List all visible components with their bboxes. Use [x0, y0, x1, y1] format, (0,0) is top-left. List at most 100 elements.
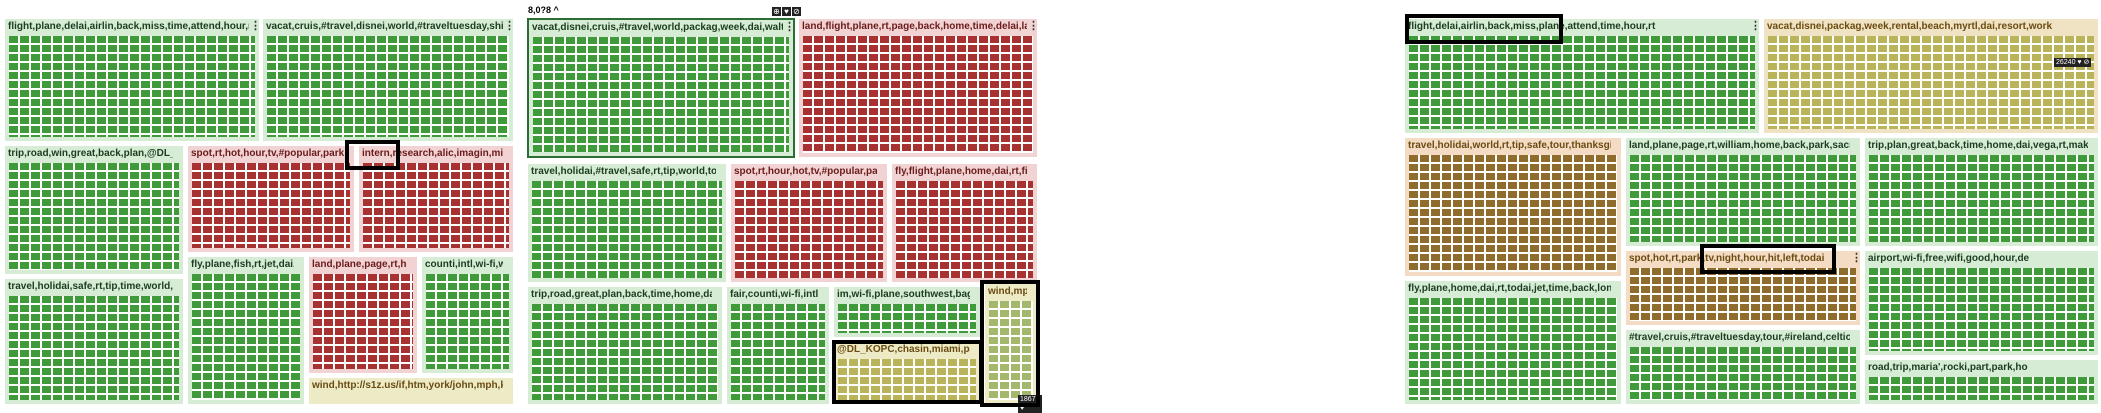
tile-label: land,flight,plane,rt,page,back,home,time… [802, 21, 1027, 32]
tile-label: vacat,disnei,packag,week,rental,beach,my… [1767, 21, 2053, 32]
treemap-tile[interactable]: trip,road,win,great,back,plan,@DL_KOPC,t… [4, 145, 184, 275]
tile-label: trip,plan,great,back,time,home,dai,vega,… [1868, 140, 2088, 151]
treemap-tile[interactable]: fly,flight,plane,home,dai,rt,fish,todai,… [891, 163, 1038, 283]
treemap-panel-2: 8,0?8 ^ ⊕ ♥ ⊘ vacat,disnei,cruis,#travel… [524, 0, 1042, 413]
tile-label: trip,road,win,great,back,plan,@DL_KOPC,t… [8, 148, 173, 159]
tile-grid [1869, 377, 2094, 400]
block-icon[interactable]: ⊘ [792, 7, 801, 16]
tile-grid [192, 163, 350, 248]
highlight-box [980, 280, 1040, 407]
treemap-panel-1: flight,plane,delai,airlin,back,miss,time… [0, 0, 516, 409]
tile-label: fly,plane,fish,rt,jet,dai,home,tod [191, 259, 294, 270]
tile-grid [1869, 268, 2094, 351]
treemap-tile[interactable]: flight,plane,delai,airlin,back,miss,time… [4, 18, 261, 142]
treemap-tile[interactable]: road,trip,maria',rocki,part,park,ho [1864, 359, 2099, 405]
treemap-tile[interactable]: wind,http://s1z.us/if,htm,york/john,mph,… [308, 377, 514, 405]
tile-label: spot,rt,hour,hot,tv,#popular,park,left,r… [734, 166, 877, 177]
tile-grid [363, 163, 509, 248]
treemap-tile[interactable]: wind,mph,h [984, 283, 1038, 405]
treemap-tile[interactable]: fly,plane,home,dai,rt,todai,jet,time,bac… [1404, 280, 1622, 405]
tile-grid [896, 181, 1033, 278]
treemap-tile[interactable]: travel,holidai,#travel,safe,rt,tip,world… [527, 163, 727, 283]
treemap-panel-3: flight,delai,airlin,back,miss,plane,atte… [1404, 0, 2101, 409]
tile-label: #travel,cruis,#traveltuesday,tour,#irela… [1629, 332, 1850, 343]
treemap-tile[interactable]: spot,rt,hour,hot,tv,#popular,park,left,r… [730, 163, 888, 283]
kebab-menu-icon[interactable]: ⋮ [504, 20, 515, 32]
tile-label: trip,road,great,plan,back,time,home,dai,… [531, 289, 712, 300]
highlight-box [1700, 244, 1836, 274]
treemap-tile[interactable]: trip,road,great,plan,back,time,home,dai,… [527, 286, 723, 405]
tile-label: @DL_KOPC,chasin,miami,paper,king,scree [837, 344, 970, 355]
tile-grid [838, 304, 976, 333]
kebab-menu-icon[interactable]: ⋮ [1750, 20, 1761, 32]
tile-grid [989, 301, 1033, 400]
treemap-tile[interactable]: land,plane,page,rt,william,home,back,par… [1625, 137, 1861, 247]
tile-grid [533, 37, 789, 152]
highlight-box [345, 140, 400, 170]
zoom-indicator: 8,0?8 ^ [528, 5, 559, 15]
tile-label: land,plane,page,rt,home,back,v [312, 259, 407, 270]
kebab-menu-icon[interactable]: ⋮ [1028, 20, 1039, 32]
treemap-tile[interactable]: land,plane,page,rt,home,back,v [308, 256, 418, 374]
treemap-tile[interactable]: fair,counti,wi-fi,intl,flight,fr [726, 286, 830, 405]
kebab-menu-icon[interactable]: ⋮ [1851, 252, 1862, 264]
tile-label: counti,intl,wi-fi,wind,my [425, 259, 503, 270]
treemap-tile[interactable]: im,wi-fi,plane,southwest,bag,airwai,indu… [833, 286, 981, 338]
tile-grid [267, 36, 509, 137]
tile-grid [1768, 36, 2094, 129]
tile-grid [1630, 347, 1856, 400]
kebab-menu-icon[interactable]: ⋮ [250, 20, 261, 32]
treemap-tile[interactable]: #travel,cruis,#traveltuesday,tour,#irela… [1625, 329, 1861, 405]
highlight-box [832, 340, 983, 404]
treemap-tile[interactable]: vacat,disnei,packag,week,rental,beach,my… [1763, 18, 2099, 134]
kebab-menu-icon[interactable]: ⋮ [784, 21, 795, 33]
treemap-tile[interactable]: vacat,cruis,#travel,disnei,world,#travel… [262, 18, 515, 142]
treemap-tile[interactable]: vacat,disnei,cruis,#travel,world,packag,… [527, 18, 795, 158]
tile-label: vacat,disnei,cruis,#travel,world,packag,… [532, 22, 783, 33]
treemap-tile[interactable]: flight,delai,airlin,back,miss,plane,atte… [1404, 18, 1761, 134]
tile-grid [532, 304, 718, 400]
tile-label: flight,plane,delai,airlin,back,miss,time… [8, 21, 249, 32]
tile-label: road,trip,maria',rocki,part,park,ho [1868, 362, 2028, 373]
treemap-tile[interactable]: airport,wi-fi,free,wifi,good,hour,de [1864, 250, 2099, 356]
tile-label: spot,rt,hot,hour,tv,#popular,park,left,r… [191, 148, 344, 159]
tile-count-badge: 26240 ♥ ⊘ [2054, 58, 2092, 67]
treemap-tile[interactable]: fly,plane,fish,rt,jet,dai,home,tod [187, 256, 305, 405]
add-icon[interactable]: ⊕ [772, 7, 781, 16]
tile-label: wind,http://s1z.us/if,htm,york/john,mph,… [312, 380, 503, 391]
treemap-tile[interactable]: intern,research,alic,imagin,microsoft,tw… [358, 145, 514, 253]
tile-label: fly,plane,home,dai,rt,todai,jet,time,bac… [1408, 283, 1611, 294]
highlight-box [1405, 14, 1563, 44]
tile-grid [1630, 268, 1856, 321]
tile-label: travel,holidai,#travel,safe,rt,tip,world… [531, 166, 716, 177]
treemap-tile[interactable]: spot,rt,hot,hour,tv,#popular,park,left,r… [187, 145, 355, 253]
tile-grid [803, 36, 1033, 153]
tile-grid [9, 296, 179, 400]
tile-grid [426, 274, 509, 369]
treemap-tile[interactable]: trip,plan,great,back,time,home,dai,vega,… [1864, 137, 2099, 247]
tile-label: land,plane,page,rt,william,home,back,par… [1629, 140, 1850, 151]
treemap-tile[interactable]: land,flight,plane,rt,page,back,home,time… [798, 18, 1039, 158]
tile-grid [1630, 155, 1856, 242]
heart-icon[interactable]: ♥ [782, 7, 791, 16]
tile-grid [313, 274, 413, 369]
tile-grid [1409, 36, 1755, 129]
tile-grid [9, 36, 255, 137]
tile-grid [9, 163, 179, 270]
tile-label: travel,holidai,safe,rt,tip,time,world,to… [8, 281, 173, 292]
tile-label: wind,mph,h [988, 286, 1027, 297]
tile-label: travel,holidai,world,rt,tip,safe,tour,th… [1408, 140, 1611, 151]
treemap-tile[interactable]: travel,holidai,world,rt,tip,safe,tour,th… [1404, 137, 1622, 277]
tile-label: fly,flight,plane,home,dai,rt,fish,todai,… [895, 166, 1027, 177]
treemap-tile[interactable]: counti,intl,wi-fi,wind,my [421, 256, 514, 374]
tile-label: airport,wi-fi,free,wifi,good,hour,de [1868, 253, 2030, 264]
treemap-tile[interactable]: spot,hot,rt,park,tv,night,hour,hit,left,… [1625, 250, 1862, 326]
tile-grid [731, 304, 825, 400]
treemap-tile[interactable]: travel,holidai,safe,rt,tip,time,world,to… [4, 278, 184, 405]
tile-grid [735, 181, 883, 278]
tile-grid [532, 181, 722, 278]
tile-label: vacat,cruis,#travel,disnei,world,#travel… [266, 21, 503, 32]
tile-label: im,wi-fi,plane,southwest,bag,airwai,indu… [837, 289, 970, 300]
tile-grid [1409, 155, 1617, 272]
tile-grid [1869, 155, 2094, 242]
